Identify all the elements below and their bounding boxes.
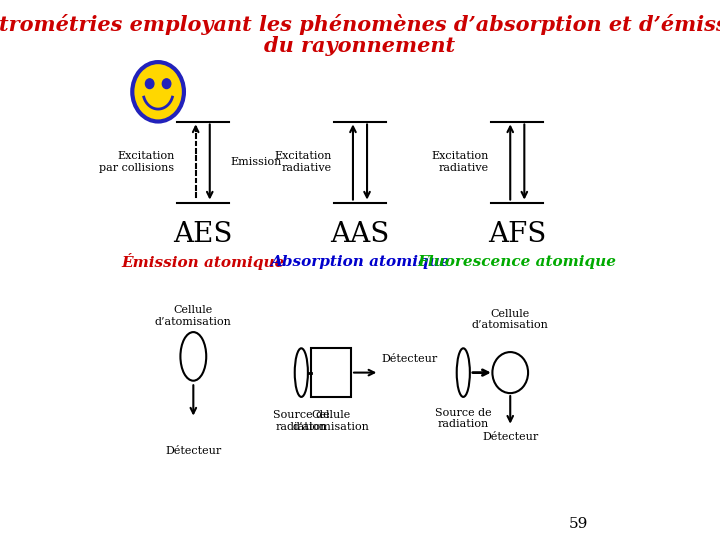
- Circle shape: [145, 79, 154, 89]
- Text: Emission: Emission: [231, 157, 282, 167]
- Text: AFS: AFS: [488, 221, 546, 248]
- Text: Source de
radiation: Source de radiation: [435, 408, 492, 429]
- Text: Détecteur: Détecteur: [165, 446, 222, 456]
- Text: 59: 59: [569, 517, 588, 531]
- Circle shape: [162, 79, 171, 89]
- Text: Détecteur: Détecteur: [482, 433, 539, 442]
- Circle shape: [132, 62, 184, 122]
- Text: du rayonnement: du rayonnement: [264, 36, 456, 56]
- Text: Excitation
radiative: Excitation radiative: [274, 151, 332, 173]
- Text: Cellule
d’atomisation: Cellule d’atomisation: [293, 410, 369, 432]
- Text: Excitation
radiative: Excitation radiative: [432, 151, 489, 173]
- Text: Fluorescence atomique: Fluorescence atomique: [418, 255, 617, 269]
- Text: Absorption atomique: Absorption atomique: [270, 255, 450, 269]
- Text: AAS: AAS: [330, 221, 390, 248]
- Text: Source de
radiation: Source de radiation: [273, 410, 330, 432]
- Text: Excitation
par collisions: Excitation par collisions: [99, 151, 174, 173]
- Text: Émission atomique: Émission atomique: [121, 253, 284, 271]
- Text: AES: AES: [173, 221, 233, 248]
- Text: Cellule
d’atomisation: Cellule d’atomisation: [472, 309, 549, 330]
- Text: Détecteur: Détecteur: [382, 354, 438, 364]
- Text: Spetrométries employant les phénomènes d’absorption et d’émission: Spetrométries employant les phénomènes d…: [0, 14, 720, 35]
- Text: Cellule
d’atomisation: Cellule d’atomisation: [155, 305, 232, 327]
